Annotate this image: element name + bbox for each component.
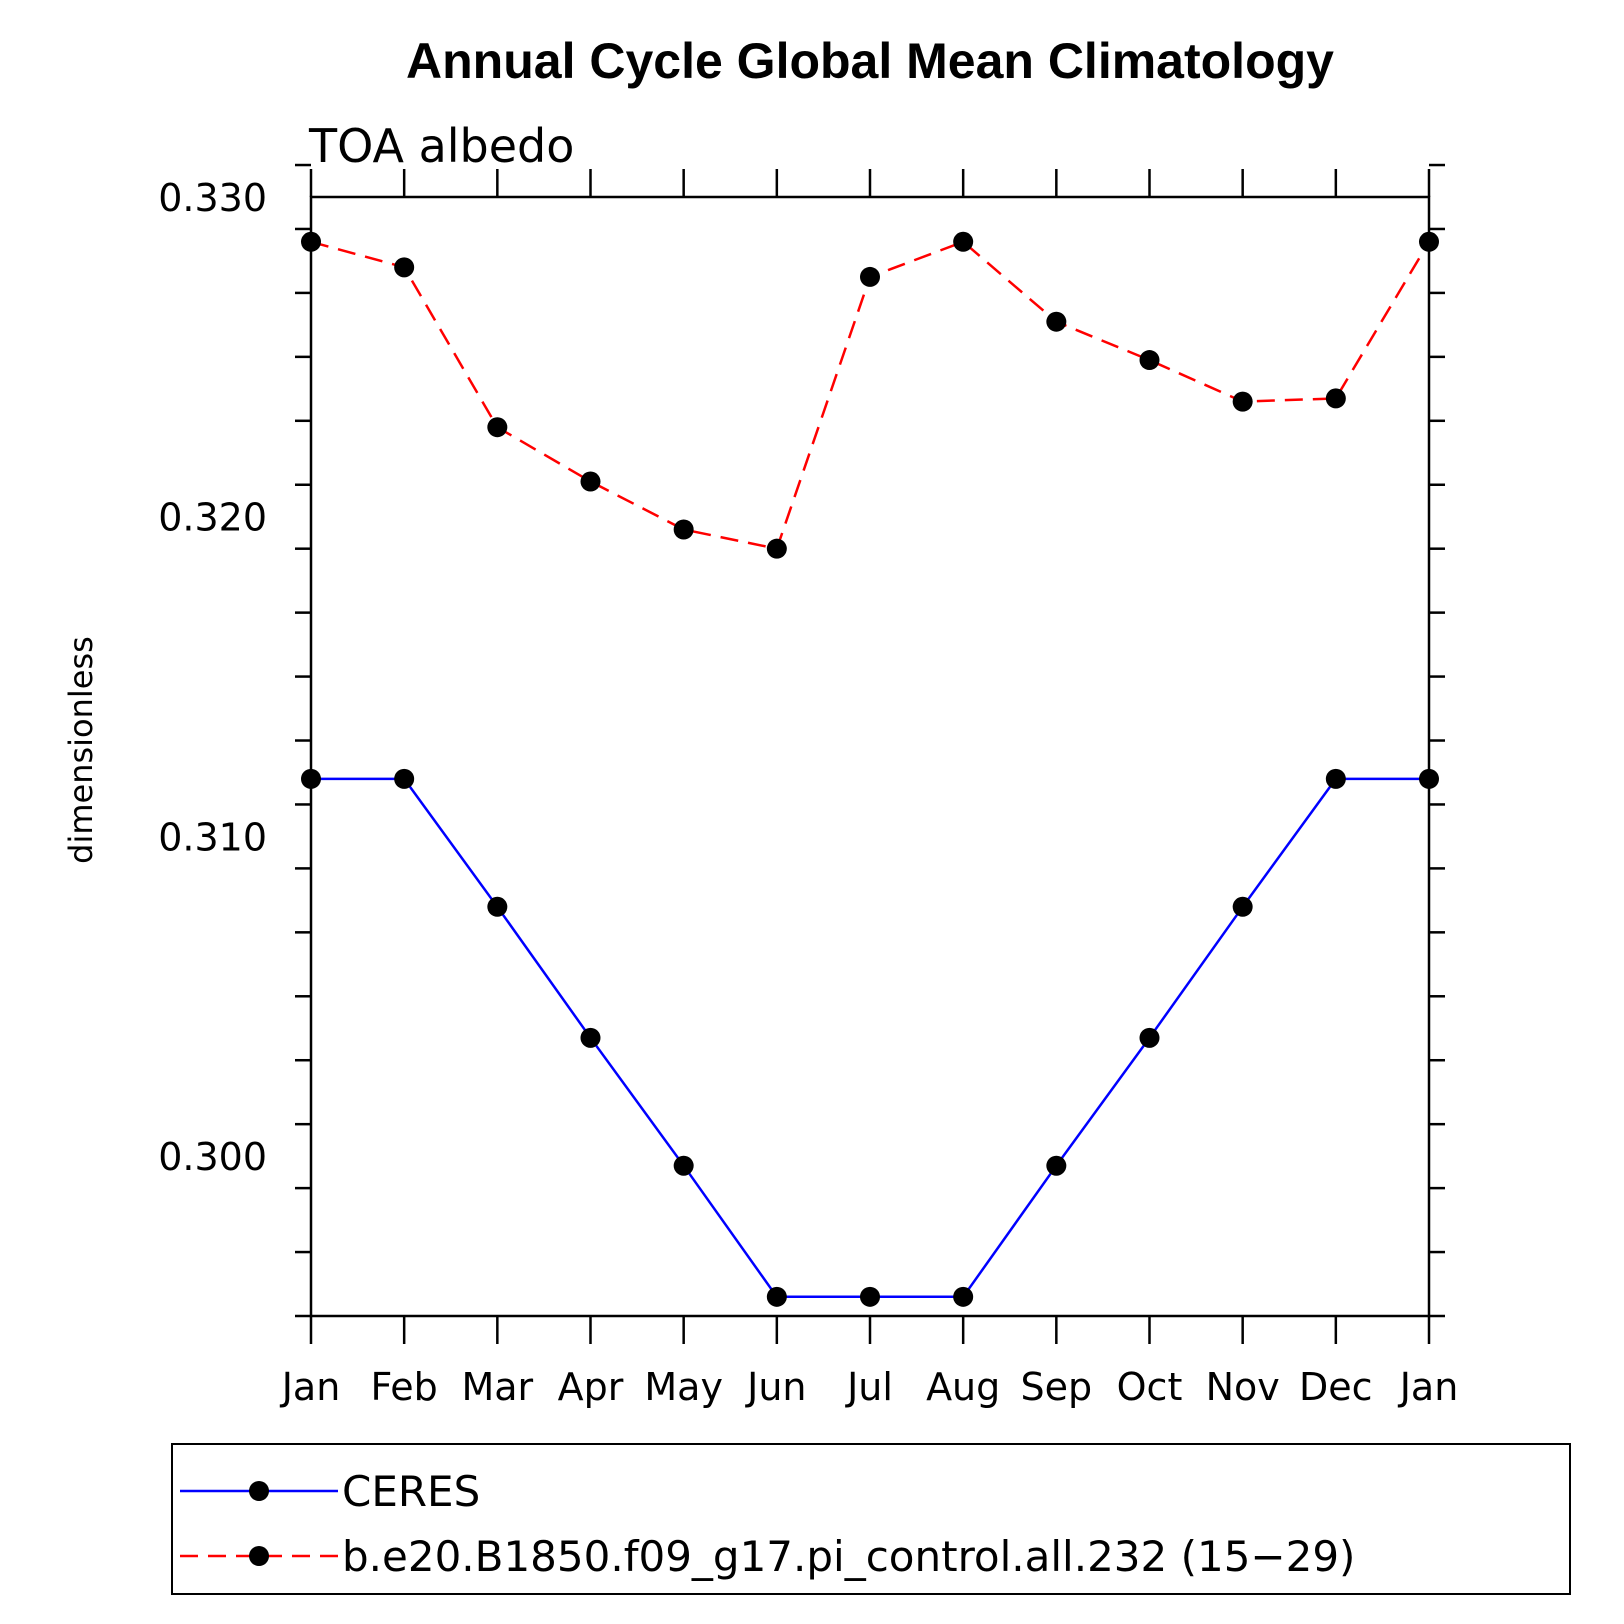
y-tick-label: 0.330 xyxy=(158,176,267,220)
legend-label-model: b.e20.B1850.f09_g17.pi_control.all.232 (… xyxy=(342,1532,1355,1581)
legend-box xyxy=(171,1443,1571,1595)
series-1-point xyxy=(673,519,694,540)
series-line-0 xyxy=(311,777,1429,1299)
x-tick-label: Jun xyxy=(745,1365,806,1409)
plot-frame xyxy=(309,195,1431,1318)
series-0-point xyxy=(1232,896,1253,917)
series-1-point xyxy=(1325,388,1346,409)
chart-title: Annual Cycle Global Mean Climatology xyxy=(406,33,1334,89)
series-0-point xyxy=(766,1286,787,1307)
series-0-point xyxy=(953,1286,974,1307)
series-1-point xyxy=(860,266,880,287)
y-axis-ticks: 0.300 0.310 0.320 0.330 xyxy=(158,163,1445,1318)
series-0-point xyxy=(580,1027,601,1048)
series-1-point xyxy=(1419,231,1439,252)
chart-subtitle: TOA albedo xyxy=(308,119,574,173)
series-0-point xyxy=(1325,768,1346,789)
series-0-point xyxy=(394,768,415,789)
series-0-point xyxy=(1139,1027,1160,1048)
series-1-point xyxy=(766,538,787,559)
x-tick-label: Dec xyxy=(1299,1365,1373,1409)
series-0-point xyxy=(1419,768,1439,789)
y-tick-label: 0.320 xyxy=(158,496,267,540)
x-tick-label: May xyxy=(644,1365,723,1409)
series-0-point xyxy=(860,1286,880,1307)
x-tick-label: Feb xyxy=(371,1365,438,1409)
series-0-point xyxy=(301,768,321,789)
series-1-point xyxy=(1139,350,1160,371)
series-line-1 xyxy=(310,240,1431,551)
x-tick-label: Aug xyxy=(926,1365,1000,1409)
x-tick-label: Jan xyxy=(1398,1365,1459,1409)
x-tick-label: Mar xyxy=(461,1365,533,1409)
y-axis-label: dimensionless xyxy=(62,636,100,864)
y-tick-label: 0.300 xyxy=(158,1135,267,1179)
series-0-point xyxy=(1046,1155,1067,1176)
series-1-point xyxy=(394,257,415,278)
series-0-point xyxy=(673,1155,694,1176)
x-tick-label: Jan xyxy=(280,1365,341,1409)
legend: CERES b.e20.B1850.f09_g17.pi_control.all… xyxy=(171,1443,1571,1595)
series-1-point xyxy=(301,231,321,252)
x-tick-label: Jul xyxy=(845,1365,893,1409)
x-axis-ticks: Jan Feb Mar Apr May Jun Jul Aug Sep Oct Nov Dec Jan xyxy=(280,169,1459,1409)
legend-marker-model xyxy=(249,1546,269,1566)
y-tick-label: 0.310 xyxy=(158,815,267,859)
series-0-point xyxy=(487,896,508,917)
x-tick-label: Apr xyxy=(558,1365,624,1409)
series-1-point xyxy=(580,471,601,492)
x-tick-label: Oct xyxy=(1117,1365,1183,1409)
x-tick-label: Nov xyxy=(1206,1365,1280,1409)
series-1-point xyxy=(1046,311,1067,332)
legend-marker-ceres xyxy=(249,1481,269,1501)
series-layer xyxy=(301,231,1439,1307)
plot-border xyxy=(309,195,1431,1318)
series-1-point xyxy=(1232,391,1253,412)
x-tick-label: Sep xyxy=(1021,1365,1093,1409)
series-1-point xyxy=(487,417,508,438)
series-1-point xyxy=(953,231,974,252)
legend-label-ceres: CERES xyxy=(342,1467,480,1516)
